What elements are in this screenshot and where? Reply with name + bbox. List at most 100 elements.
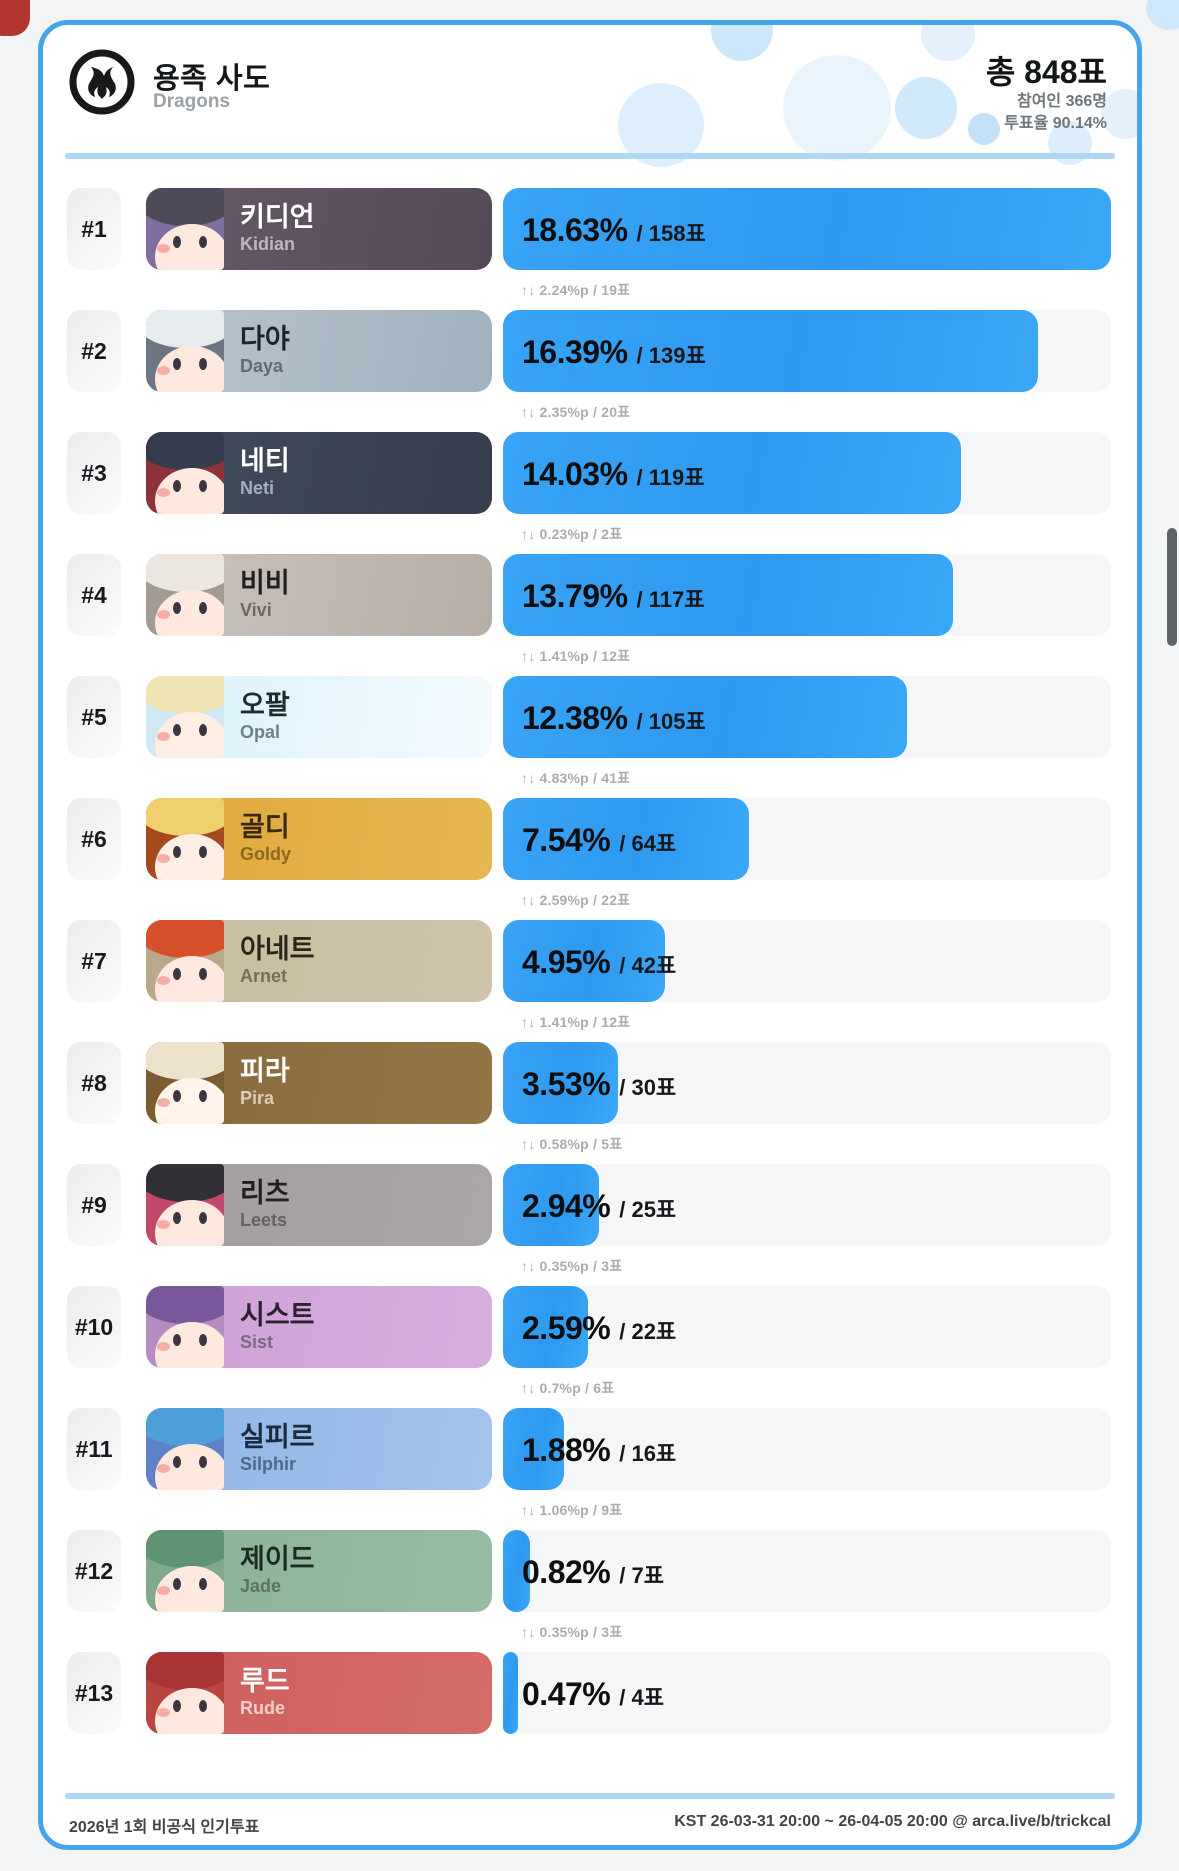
vote-bar-label: 3.53% / 30표 <box>522 1042 676 1124</box>
character-names: 시스트 Sist <box>240 1299 315 1353</box>
avatar-hair <box>146 1286 224 1324</box>
avatar-eye <box>173 480 181 492</box>
vote-bar-label: 16.39% / 139표 <box>522 310 706 392</box>
vote-percent: 4.95% <box>522 944 611 980</box>
vote-count: / 22표 <box>619 1319 677 1344</box>
character-card: 오팔 Opal <box>146 676 492 758</box>
vote-count: / 139표 <box>636 343 706 368</box>
vote-bar <box>503 1164 599 1246</box>
character-name-en: Daya <box>240 356 284 377</box>
character-name-ko: 키디언 <box>240 201 315 232</box>
avatar-hair <box>146 1042 224 1080</box>
ranking-row: #8 피라 Pira 3.53% / 30표 ↑↓ 0.58%p / 5표 <box>43 1042 1137 1164</box>
avatar-eye <box>199 1334 207 1346</box>
vote-percent: 2.59% <box>522 1310 611 1346</box>
vote-percent: 18.63% <box>522 212 628 248</box>
character-name-en: Jade <box>240 1576 282 1597</box>
character-avatar <box>146 798 224 880</box>
vote-bar-track: 7.54% / 64표 <box>503 798 1111 880</box>
vote-bar-track: 2.94% / 25표 <box>503 1164 1111 1246</box>
avatar-eye <box>199 846 207 858</box>
character-card: 다야 Daya <box>146 310 492 392</box>
vote-bar-label: 0.47% / 4표 <box>522 1652 664 1734</box>
ranking-row: #6 골디 Goldy 7.54% / 64표 ↑↓ 2.59%p / 22표 <box>43 798 1137 920</box>
character-names: 제이드 Jade <box>240 1544 315 1597</box>
character-card: 제이드 Jade <box>146 1530 492 1612</box>
avatar-eye <box>173 358 181 370</box>
vote-bar <box>503 1042 619 1124</box>
vote-bar <box>503 798 750 880</box>
rank-badge: #7 <box>67 920 121 1002</box>
character-name-en: Leets <box>240 1210 288 1231</box>
avatar-hair <box>146 1408 224 1446</box>
vote-change: ↑↓ 2.35%p / 20표 <box>521 404 631 420</box>
decorative-bubble <box>895 77 957 139</box>
vote-count: / 158표 <box>636 221 706 246</box>
avatar-hair <box>146 554 224 592</box>
vote-change: ↑↓ 1.06%p / 9표 <box>521 1502 623 1518</box>
character-card: 실피르 Silphir <box>146 1408 492 1490</box>
character-avatar <box>146 554 224 636</box>
footer-divider <box>65 1793 1115 1799</box>
character-name-en: Arnet <box>240 966 288 987</box>
vote-count: / 119표 <box>636 465 705 490</box>
avatar-eye <box>173 236 181 248</box>
character-name-en: Vivi <box>240 600 272 621</box>
scrollbar-thumb[interactable] <box>1167 528 1177 646</box>
avatar-hair <box>146 920 224 958</box>
character-avatar <box>146 1042 224 1124</box>
ranking-row: #11 실피르 Silphir 1.88% / 16표 ↑↓ 1.06%p / … <box>43 1408 1137 1530</box>
ranking-row: #3 네티 Neti 14.03% / 119표 ↑↓ 0.23%p / 2표 <box>43 432 1137 554</box>
vote-bar <box>503 310 1038 392</box>
vote-bar-track: 14.03% / 119표 <box>503 432 1111 514</box>
page-title: 용족 사도 <box>153 63 271 95</box>
vote-bar-label: 14.03% / 119표 <box>522 432 705 514</box>
vote-bar-track: 0.82% / 7표 <box>503 1530 1111 1612</box>
ranking-row: #9 리츠 Leets 2.94% / 25표 ↑↓ 0.35%p / 3표 <box>43 1164 1137 1286</box>
avatar-eye <box>199 1090 207 1102</box>
vote-change: ↑↓ 2.59%p / 22표 <box>521 892 631 908</box>
character-avatar <box>146 676 224 758</box>
vote-percent: 7.54% <box>522 822 611 858</box>
character-name-ko: 아네트 <box>240 933 315 964</box>
avatar-eye <box>173 1578 181 1590</box>
vote-bar-track: 16.39% / 139표 <box>503 310 1111 392</box>
character-avatar <box>146 1408 224 1490</box>
avatar-eye <box>199 358 207 370</box>
rank-badge: #11 <box>67 1408 121 1490</box>
vote-percent: 0.47% <box>522 1676 611 1712</box>
decorative-bubble <box>1101 89 1137 139</box>
avatar-blush <box>157 1464 170 1473</box>
character-names: 오팔 Opal <box>240 690 290 743</box>
avatar-eye <box>199 602 207 614</box>
participants-count: 참여인 366명 <box>1016 93 1107 110</box>
character-card: 아네트 Arnet <box>146 920 492 1002</box>
character-avatar <box>146 1286 224 1368</box>
vote-count: / 7표 <box>619 1563 664 1588</box>
vote-bar-label: 18.63% / 158표 <box>522 188 706 270</box>
character-names: 네티 Neti <box>240 446 290 499</box>
ranking-row: #13 루드 Rude 0.47% / 4표 <box>43 1652 1137 1774</box>
avatar-blush <box>157 732 170 741</box>
vote-bar <box>503 1652 519 1734</box>
vote-bar-track: 1.88% / 16표 <box>503 1408 1111 1490</box>
character-names: 루드 Rude <box>240 1666 290 1719</box>
vote-count: / 117표 <box>636 587 705 612</box>
character-card: 키디언 Kidian <box>146 188 492 270</box>
vote-percent: 12.38% <box>522 700 628 736</box>
vote-change: ↑↓ 2.24%p / 19표 <box>521 282 631 298</box>
character-card: 골디 Goldy <box>146 798 492 880</box>
rank-badge: #9 <box>67 1164 121 1246</box>
vote-change: ↑↓ 1.41%p / 12표 <box>521 648 631 664</box>
vote-count: / 25표 <box>619 1197 677 1222</box>
character-name-ko: 비비 <box>240 567 290 598</box>
vote-bar <box>503 432 961 514</box>
vote-bar-track: 0.47% / 4표 <box>503 1652 1111 1734</box>
character-name-ko: 시스트 <box>240 1299 315 1330</box>
vote-bar-track: 4.95% / 42표 <box>503 920 1111 1002</box>
avatar-hair <box>146 432 224 470</box>
character-avatar <box>146 1652 224 1734</box>
avatar-eye <box>173 602 181 614</box>
avatar-hair <box>146 1530 224 1568</box>
header-divider <box>65 153 1115 159</box>
